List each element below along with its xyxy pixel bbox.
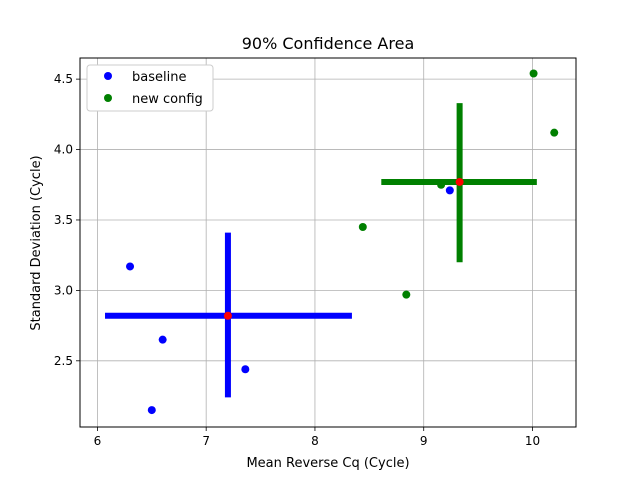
point-new-config — [437, 180, 446, 189]
x-tick-label: 10 — [525, 434, 540, 448]
legend-box — [86, 64, 214, 112]
y-tick-label: 3.0 — [54, 283, 73, 297]
x-axis-label: Mean Reverse Cq (Cycle) — [246, 456, 409, 471]
y-tick-label: 2.5 — [54, 354, 73, 368]
x-tick-label: 8 — [311, 434, 319, 448]
grid — [80, 58, 576, 427]
legend-label-baseline: baseline — [132, 70, 186, 85]
point-new-config — [529, 69, 538, 78]
point-baseline — [158, 335, 167, 344]
y-tick-label: 4.5 — [54, 72, 73, 86]
chart-title: 90% Confidence Area — [242, 34, 415, 53]
y-tick-label: 3.5 — [54, 213, 73, 227]
legend-marker-baseline — [104, 72, 112, 80]
point-baseline — [147, 406, 156, 415]
point-baseline — [126, 262, 135, 271]
x-tick-label: 6 — [94, 434, 102, 448]
axis-ticks: 6 7 8 9 10 2.5 3.0 3.5 4.0 4.5 — [54, 72, 540, 448]
y-axis-label: Standard Deviation (Cycle) — [29, 155, 44, 330]
point-new-config — [358, 223, 367, 232]
x-tick-label: 7 — [202, 434, 210, 448]
legend: baseline new config — [86, 64, 214, 112]
center-point-baseline — [223, 311, 232, 320]
legend-label-new-config: new config — [132, 92, 203, 107]
y-tick-label: 4.0 — [54, 143, 73, 157]
x-tick-label: 9 — [420, 434, 428, 448]
point-baseline — [445, 186, 454, 195]
point-baseline — [241, 365, 250, 374]
center-point-new-config — [455, 177, 464, 186]
plot-frame — [79, 57, 577, 428]
data-points — [126, 69, 559, 415]
point-new-config — [402, 290, 411, 299]
legend-marker-new-config — [104, 94, 112, 102]
point-new-config — [550, 128, 559, 137]
